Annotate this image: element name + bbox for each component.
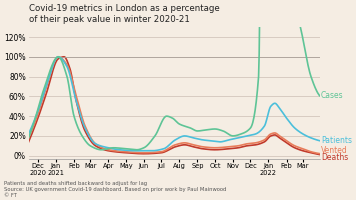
Text: Vented: Vented: [321, 146, 348, 155]
Text: Deaths: Deaths: [321, 153, 348, 162]
Text: Patients: Patients: [321, 136, 352, 145]
Text: Covid-19 metrics in London as a percentage
of their peak value in winter 2020-21: Covid-19 metrics in London as a percenta…: [28, 4, 219, 24]
Text: Cases: Cases: [321, 91, 344, 100]
Text: Patients and deaths shifted backward to adjust for lag
Source: UK government Cov: Patients and deaths shifted backward to …: [4, 181, 226, 198]
